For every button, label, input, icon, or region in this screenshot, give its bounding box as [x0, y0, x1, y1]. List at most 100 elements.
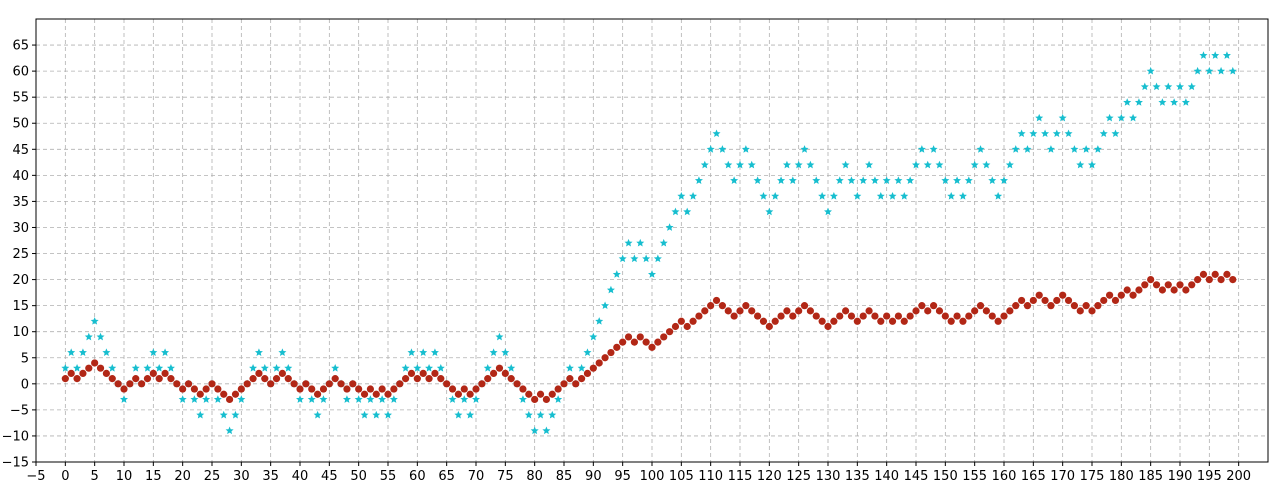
circle-point: [548, 390, 556, 398]
circle-point: [783, 307, 791, 315]
circle-point: [531, 395, 539, 404]
star-point: [524, 410, 533, 419]
star-point: [260, 363, 269, 372]
star-point: [606, 285, 615, 294]
circle-point: [566, 375, 574, 383]
star-point: [829, 192, 838, 200]
circle-point: [560, 380, 568, 388]
circle-point: [466, 390, 474, 398]
circle-point: [1152, 281, 1161, 289]
star-point: [249, 363, 258, 372]
circle-point: [935, 307, 944, 315]
circle-point: [220, 390, 228, 398]
circle-point: [847, 312, 856, 320]
star-point: [407, 348, 416, 356]
circle-point: [1035, 291, 1043, 299]
star-point: [736, 160, 744, 169]
x-tick-label: 5: [91, 469, 99, 484]
circle-point: [630, 338, 639, 346]
circle-point: [1211, 270, 1219, 278]
star-point: [1181, 98, 1190, 106]
circle-point: [167, 375, 175, 383]
x-tick-label: 155: [962, 469, 987, 484]
circle-point: [542, 395, 551, 404]
star-point: [853, 192, 862, 200]
star-point: [1064, 129, 1073, 138]
circle-point: [1082, 302, 1090, 310]
circle-point: [443, 380, 451, 388]
circle-point: [859, 312, 867, 320]
star-point: [865, 160, 874, 169]
circle-point: [355, 385, 363, 393]
star-point: [1158, 98, 1167, 106]
star-point: [894, 176, 903, 184]
star-point: [618, 254, 627, 263]
star-point: [331, 363, 340, 372]
circle-point: [161, 369, 169, 377]
circle-point: [613, 343, 621, 351]
star-point: [495, 332, 504, 341]
circle-point: [278, 369, 286, 377]
circle-point: [1123, 286, 1131, 294]
circle-point: [184, 380, 193, 388]
circle-point: [1129, 291, 1137, 299]
circle-point: [994, 317, 1002, 325]
circle-point: [231, 390, 240, 398]
circle-point: [601, 354, 609, 362]
star-point: [876, 192, 885, 200]
circle-point: [96, 364, 105, 372]
circle-point: [712, 296, 721, 305]
circle-point: [1076, 307, 1084, 315]
star-point: [583, 348, 592, 356]
x-tick-label: 80: [526, 469, 543, 484]
circle-point: [249, 375, 257, 383]
star-point: [794, 160, 803, 169]
star-point: [225, 426, 234, 435]
star-point: [1222, 51, 1231, 59]
star-point: [78, 348, 87, 356]
circle-point: [484, 375, 492, 383]
circle-point: [800, 302, 809, 310]
circle-point: [308, 385, 316, 393]
star-point: [747, 160, 756, 169]
star-point: [1217, 66, 1226, 75]
circle-point: [419, 369, 427, 377]
star-point: [671, 207, 680, 216]
circle-point: [272, 375, 281, 383]
circle-point: [707, 302, 715, 310]
star-point: [730, 176, 739, 184]
x-tick-label: 200: [1226, 469, 1251, 484]
star-point: [389, 395, 398, 403]
circle-point: [1182, 286, 1190, 294]
circle-point: [971, 307, 979, 315]
circle-point: [671, 322, 680, 331]
star-point: [84, 332, 93, 341]
circle-point: [525, 390, 533, 398]
circle-point: [79, 369, 87, 377]
circle-point: [865, 307, 873, 315]
circle-point: [73, 375, 81, 383]
star-point: [718, 145, 727, 153]
circle-point: [1147, 275, 1155, 284]
circle-point: [143, 375, 152, 383]
star-point: [565, 363, 574, 372]
y-tick-label: 45: [12, 143, 29, 158]
circle-point: [842, 307, 850, 315]
x-tick-label: 30: [233, 469, 250, 484]
star-point: [753, 176, 762, 184]
x-tick-label: 65: [438, 469, 455, 484]
star-point: [636, 238, 645, 247]
x-tick-label: 165: [1021, 469, 1046, 484]
circle-point: [1135, 286, 1143, 294]
star-point: [554, 395, 563, 403]
circle-point: [1111, 296, 1120, 305]
star-point: [483, 363, 492, 372]
star-point: [958, 192, 967, 200]
star-point: [213, 395, 222, 403]
circle-point: [1041, 296, 1049, 305]
x-tick-label: 145: [904, 469, 929, 484]
circle-point: [654, 338, 662, 346]
x-tick-label: 15: [145, 469, 162, 484]
circle-point: [536, 390, 545, 398]
x-tick-label: 0: [61, 469, 69, 484]
